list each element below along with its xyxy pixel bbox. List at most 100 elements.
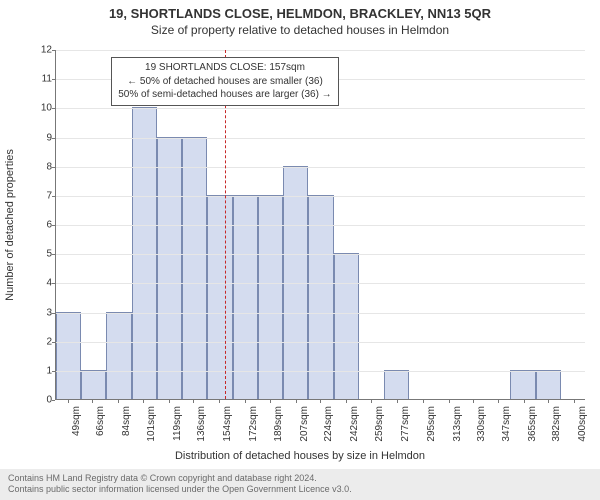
- x-tick-mark: [473, 400, 474, 403]
- x-tick-mark: [169, 400, 170, 403]
- histogram-bar: [536, 370, 561, 399]
- y-tick-label: 10: [38, 103, 52, 114]
- x-tick-label: 224sqm: [323, 406, 334, 456]
- grid-line: [56, 254, 585, 255]
- x-tick-mark: [449, 400, 450, 403]
- y-tick-label: 7: [38, 190, 52, 201]
- x-tick-label: 365sqm: [527, 406, 538, 456]
- y-tick-mark: [52, 138, 55, 139]
- grid-line: [56, 196, 585, 197]
- y-tick-label: 8: [38, 161, 52, 172]
- grid-line: [56, 283, 585, 284]
- annotation-line: 50% of semi-detached houses are larger (…: [118, 88, 331, 102]
- y-tick-label: 4: [38, 278, 52, 289]
- x-tick-label: 84sqm: [121, 406, 132, 456]
- x-tick-mark: [245, 400, 246, 403]
- x-tick-mark: [346, 400, 347, 403]
- chart-title-main: 19, SHORTLANDS CLOSE, HELMDON, BRACKLEY,…: [0, 0, 600, 21]
- chart-container: 19, SHORTLANDS CLOSE, HELMDON, BRACKLEY,…: [0, 0, 600, 500]
- grid-line: [56, 225, 585, 226]
- y-tick-mark: [52, 371, 55, 372]
- histogram-bar: [384, 370, 409, 399]
- grid-line: [56, 138, 585, 139]
- x-tick-label: 347sqm: [501, 406, 512, 456]
- grid-line: [56, 50, 585, 51]
- y-tick-mark: [52, 342, 55, 343]
- x-tick-label: 259sqm: [374, 406, 385, 456]
- histogram-bar: [182, 137, 207, 400]
- x-tick-mark: [498, 400, 499, 403]
- y-tick-mark: [52, 167, 55, 168]
- x-tick-label: 136sqm: [196, 406, 207, 456]
- x-tick-mark: [143, 400, 144, 403]
- x-tick-label: 295sqm: [426, 406, 437, 456]
- y-tick-mark: [52, 283, 55, 284]
- x-tick-mark: [219, 400, 220, 403]
- y-tick-label: 11: [38, 74, 52, 85]
- x-tick-label: 154sqm: [222, 406, 233, 456]
- y-tick-mark: [52, 79, 55, 80]
- grid-line: [56, 371, 585, 372]
- chart-title-sub: Size of property relative to detached ho…: [0, 21, 600, 37]
- y-tick-mark: [52, 225, 55, 226]
- histogram-bar: [510, 370, 535, 399]
- x-tick-mark: [92, 400, 93, 403]
- x-tick-mark: [574, 400, 575, 403]
- x-tick-label: 119sqm: [172, 406, 183, 456]
- y-tick-label: 0: [38, 395, 52, 406]
- x-tick-label: 242sqm: [349, 406, 360, 456]
- footer-line: Contains HM Land Registry data © Crown c…: [8, 473, 592, 485]
- x-tick-label: 313sqm: [452, 406, 463, 456]
- histogram-bar: [56, 312, 81, 400]
- x-tick-label: 382sqm: [551, 406, 562, 456]
- x-tick-mark: [296, 400, 297, 403]
- x-tick-mark: [118, 400, 119, 403]
- y-tick-mark: [52, 254, 55, 255]
- grid-line: [56, 342, 585, 343]
- x-tick-mark: [270, 400, 271, 403]
- y-tick-mark: [52, 108, 55, 109]
- annotation-box: 19 SHORTLANDS CLOSE: 157sqm← 50% of deta…: [111, 57, 338, 106]
- x-tick-mark: [320, 400, 321, 403]
- x-tick-label: 400sqm: [577, 406, 588, 456]
- y-tick-label: 6: [38, 220, 52, 231]
- histogram-bar: [334, 253, 359, 399]
- x-tick-label: 277sqm: [400, 406, 411, 456]
- x-tick-mark: [423, 400, 424, 403]
- x-tick-mark: [68, 400, 69, 403]
- grid-line: [56, 313, 585, 314]
- histogram-bar: [283, 166, 308, 399]
- x-tick-mark: [548, 400, 549, 403]
- y-tick-mark: [52, 313, 55, 314]
- y-tick-label: 12: [38, 45, 52, 56]
- y-tick-mark: [52, 50, 55, 51]
- grid-line: [56, 108, 585, 109]
- x-tick-label: 189sqm: [273, 406, 284, 456]
- footer-attribution: Contains HM Land Registry data © Crown c…: [0, 469, 600, 500]
- y-tick-label: 2: [38, 336, 52, 347]
- x-tick-mark: [397, 400, 398, 403]
- x-tick-mark: [524, 400, 525, 403]
- y-tick-label: 3: [38, 307, 52, 318]
- x-tick-label: 330sqm: [476, 406, 487, 456]
- histogram-bar: [81, 370, 106, 399]
- histogram-bar: [157, 137, 182, 400]
- x-tick-label: 172sqm: [248, 406, 259, 456]
- x-tick-label: 101sqm: [146, 406, 157, 456]
- x-tick-label: 49sqm: [71, 406, 82, 456]
- x-tick-label: 66sqm: [95, 406, 106, 456]
- annotation-line: ← 50% of detached houses are smaller (36…: [118, 75, 331, 89]
- x-tick-label: 207sqm: [299, 406, 310, 456]
- y-axis-label: Number of detached properties: [4, 149, 16, 301]
- histogram-bar: [106, 312, 131, 400]
- y-tick-label: 9: [38, 132, 52, 143]
- footer-line: Contains public sector information licen…: [8, 484, 592, 496]
- y-tick-mark: [52, 196, 55, 197]
- y-tick-label: 1: [38, 365, 52, 376]
- annotation-line: 19 SHORTLANDS CLOSE: 157sqm: [118, 61, 331, 75]
- x-tick-mark: [371, 400, 372, 403]
- y-tick-mark: [52, 400, 55, 401]
- x-tick-mark: [193, 400, 194, 403]
- plot-area: 19 SHORTLANDS CLOSE: 157sqm← 50% of deta…: [55, 50, 585, 400]
- y-tick-label: 5: [38, 249, 52, 260]
